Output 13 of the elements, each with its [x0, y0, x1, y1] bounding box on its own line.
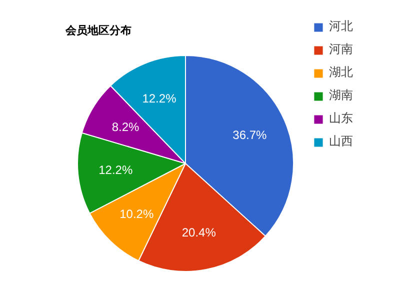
- legend-label: 湖南: [329, 87, 353, 104]
- data-label: 36.7%: [232, 128, 268, 142]
- data-label: 8.2%: [112, 120, 140, 134]
- legend-label: 湖北: [329, 64, 353, 81]
- data-label: 12.2%: [98, 163, 133, 178]
- legend-label: 山东: [329, 110, 353, 127]
- data-label: 20.4%: [182, 225, 216, 240]
- chart-title: 会员地区分布: [64, 24, 132, 37]
- legend-label: 河北: [329, 18, 353, 35]
- data-label: 12.2%: [142, 91, 177, 106]
- data-label: 10.2%: [120, 206, 154, 221]
- legend-label: 河南: [329, 41, 353, 58]
- legend-label: 山西: [329, 133, 353, 150]
